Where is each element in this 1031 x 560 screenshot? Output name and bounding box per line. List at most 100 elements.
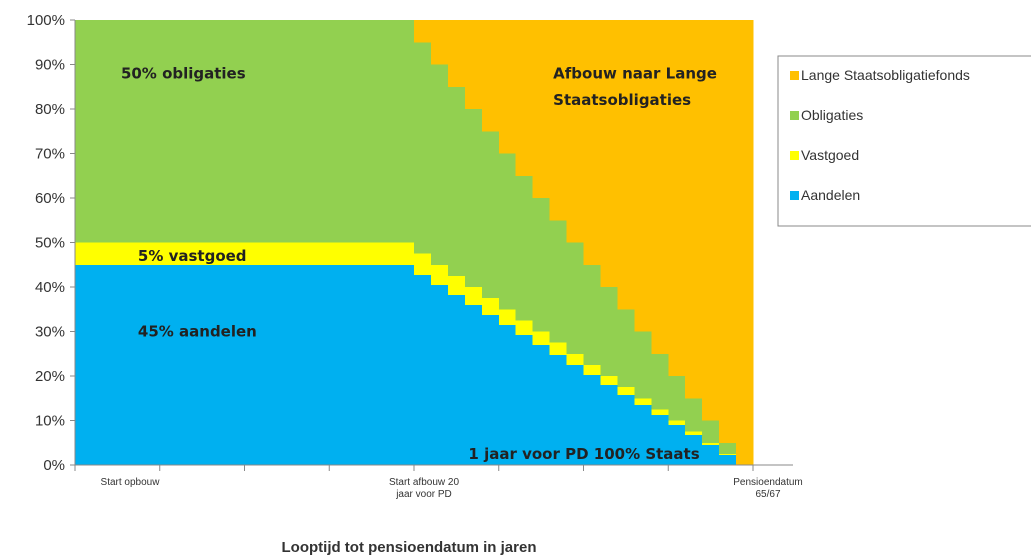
x-tick-label: Pensioendatum 65/67 xyxy=(733,477,803,500)
y-tick-label: 30% xyxy=(35,324,65,341)
plot-area xyxy=(75,20,754,465)
area-segment-obligaties-1 xyxy=(414,42,432,254)
legend-box xyxy=(777,55,1031,227)
area-segment-obligaties-15 xyxy=(651,353,669,410)
area-segment-vastgoed-9 xyxy=(549,342,568,355)
area-segment-staats-13 xyxy=(617,20,635,310)
area-segment-aandelen-14 xyxy=(634,404,652,465)
area-segment-staats-3 xyxy=(447,20,466,87)
area-segment-staats-14 xyxy=(634,20,652,332)
x-tick-label: Start afbouw 20 jaar voor PD xyxy=(389,477,459,500)
area-segment-staats-20 xyxy=(736,20,754,465)
area-segment-staats-6 xyxy=(498,20,517,154)
annotation-layer: 50% obligaties Afbouw naar Lange Staatsobl… xyxy=(121,64,717,462)
area-segment-aandelen-4 xyxy=(464,304,483,465)
annotation-label: 1 jaar voor PD 100% Staats xyxy=(468,445,699,463)
x-tick-label: Start opbouw xyxy=(101,477,161,488)
area-segment-vastgoed-15 xyxy=(651,409,669,415)
area-segment-obligaties-18 xyxy=(702,420,720,443)
area-segment-obligaties-16 xyxy=(668,376,686,421)
area-segment-obligaties-19 xyxy=(719,442,737,454)
y-tick-label: 40% xyxy=(35,279,65,296)
area-segment-aandelen-5 xyxy=(481,314,500,465)
area-segment-staats-16 xyxy=(668,20,686,376)
legend-entry: Obligaties xyxy=(801,107,863,123)
area-segment-vastgoed-6 xyxy=(498,309,517,325)
area-segment-staats-12 xyxy=(600,20,618,287)
area-segment-vastgoed-3 xyxy=(447,275,466,295)
area-segment-aandelen-10 xyxy=(566,364,585,465)
area-segment-vastgoed-8 xyxy=(532,331,551,345)
area-segment-obligaties-5 xyxy=(481,131,500,299)
area-segment-vastgoed-0 xyxy=(75,242,415,265)
area-segment-obligaties-2 xyxy=(430,64,449,265)
area-segment-staats-11 xyxy=(583,20,602,265)
area-segment-vastgoed-11 xyxy=(583,364,602,375)
area-segment-aandelen-6 xyxy=(498,324,517,465)
legend: Lange Staatsobligatiefonds Obligaties Vast… xyxy=(777,55,1031,227)
area-segment-aandelen-17 xyxy=(685,434,703,465)
y-tick-label: 0% xyxy=(43,457,65,474)
area-segment-obligaties-10 xyxy=(566,242,585,354)
area-segment-aandelen-1 xyxy=(414,274,432,465)
y-tick-label: 60% xyxy=(35,190,65,207)
area-segment-obligaties-0 xyxy=(75,20,415,243)
area-segment-vastgoed-4 xyxy=(464,287,483,305)
area-segment-obligaties-12 xyxy=(600,287,618,376)
annotation-label: Staatsobligaties xyxy=(553,91,691,109)
area-segment-obligaties-3 xyxy=(447,86,466,276)
area-segment-vastgoed-19 xyxy=(719,453,737,455)
annotation-label: 50% obligaties xyxy=(121,64,246,82)
area-segment-vastgoed-2 xyxy=(430,264,449,285)
y-tick-label: 20% xyxy=(35,368,65,385)
area-segment-obligaties-9 xyxy=(549,220,568,343)
area-segment-vastgoed-1 xyxy=(414,253,432,275)
area-segment-aandelen-11 xyxy=(583,374,602,465)
area-segment-vastgoed-17 xyxy=(685,431,703,435)
area-segment-vastgoed-13 xyxy=(617,387,635,395)
area-segment-aandelen-18 xyxy=(702,444,720,465)
area-segment-vastgoed-14 xyxy=(634,398,652,405)
area-segment-staats-18 xyxy=(702,20,720,421)
area-segment-staats-2 xyxy=(430,20,449,65)
legend-swatch xyxy=(790,71,799,80)
y-tick-label: 80% xyxy=(35,101,65,118)
area-segment-staats-7 xyxy=(515,20,534,176)
area-segment-obligaties-4 xyxy=(464,109,483,287)
area-segment-aandelen-16 xyxy=(668,424,686,465)
area-segment-staats-17 xyxy=(685,20,703,399)
x-axis-title: Looptijd tot pensioendatum in jaren xyxy=(282,539,537,556)
legend-entry: Aandelen xyxy=(801,187,860,203)
area-segment-obligaties-13 xyxy=(617,309,635,388)
area-segment-aandelen-15 xyxy=(651,414,669,465)
area-segment-obligaties-8 xyxy=(532,198,551,332)
area-segment-obligaties-14 xyxy=(634,331,652,399)
legend-swatch xyxy=(790,191,799,200)
area-segment-obligaties-6 xyxy=(498,153,517,310)
area-segment-aandelen-2 xyxy=(430,284,449,465)
legend-entry: Lange Staatsobligatiefonds xyxy=(801,67,970,83)
area-segment-aandelen-8 xyxy=(532,344,551,465)
area-segment-vastgoed-16 xyxy=(668,420,686,425)
area-segment-vastgoed-12 xyxy=(600,376,618,385)
area-segment-aandelen-12 xyxy=(600,384,618,465)
annotation-label: Afbouw naar Lange xyxy=(553,64,717,82)
area-segment-obligaties-17 xyxy=(685,398,703,432)
area-segment-staats-9 xyxy=(549,20,568,221)
area-segment-staats-1 xyxy=(414,20,432,43)
area-segment-staats-5 xyxy=(481,20,500,132)
area-segment-staats-4 xyxy=(464,20,483,109)
area-segment-staats-8 xyxy=(532,20,551,198)
area-segment-aandelen-13 xyxy=(617,394,635,465)
y-tick-label: 10% xyxy=(35,413,65,430)
area-segment-aandelen-0 xyxy=(75,264,415,465)
annotation-label: 45% aandelen xyxy=(138,323,257,341)
axis-layer: 0% 10% 20% 30% 40% 50% 60% 70% 80% 90% 100% Start o… xyxy=(27,12,803,500)
area-segment-vastgoed-5 xyxy=(481,298,500,315)
legend-swatch xyxy=(790,111,799,120)
area-segment-staats-19 xyxy=(719,20,737,443)
area-segment-aandelen-9 xyxy=(549,354,568,465)
y-tick-label: 100% xyxy=(27,12,65,29)
area-segment-obligaties-7 xyxy=(515,175,534,321)
